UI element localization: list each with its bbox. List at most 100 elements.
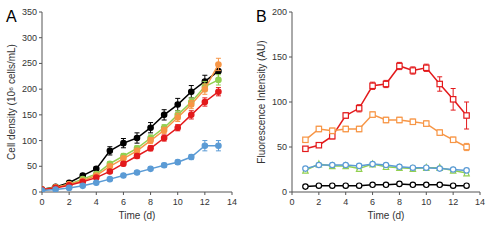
series [42, 58, 221, 192]
data-point [134, 153, 139, 158]
x-tick-label: 2 [67, 197, 72, 207]
error-bar [175, 98, 180, 110]
data-point [148, 146, 153, 151]
y-tick [289, 192, 292, 193]
x-tick-label: 14 [475, 197, 485, 207]
data-point [303, 146, 308, 151]
data-point [437, 166, 442, 171]
error-bar [202, 98, 207, 106]
error-bar [216, 141, 221, 151]
panel-label: B [256, 8, 267, 25]
error-bar [175, 160, 180, 164]
error-bar [189, 86, 194, 98]
series [303, 181, 470, 189]
x-tick [318, 192, 319, 195]
series [303, 161, 470, 173]
data-point [370, 161, 375, 167]
data-point [189, 89, 194, 94]
y-tick-label: 250 [22, 58, 37, 68]
data-point [424, 182, 429, 187]
data-point [343, 113, 348, 118]
data-point [437, 182, 442, 187]
error-bar [424, 64, 429, 71]
error-bar [316, 126, 321, 131]
y-tick [289, 12, 292, 13]
data-point [410, 119, 415, 124]
error-bar [175, 125, 180, 131]
y-tick [39, 37, 42, 38]
error-bar [189, 100, 194, 108]
x-tick [204, 192, 205, 195]
error-bar [135, 133, 140, 143]
data-point [450, 137, 455, 142]
x-tick-label: 4 [343, 197, 348, 207]
x-tick-label: 12 [448, 197, 458, 207]
error-bar [162, 135, 167, 141]
y-tick-label: 200 [272, 7, 287, 17]
y-tick [39, 63, 42, 64]
data-point [356, 106, 361, 111]
data-point [121, 161, 126, 166]
y-tick-label: 0 [32, 187, 37, 197]
data-point [134, 135, 139, 140]
data-point [410, 182, 415, 187]
x-tick [399, 192, 400, 195]
x-axis-title: Time (d) [119, 210, 156, 221]
series [42, 63, 221, 192]
x-tick-label: 10 [421, 197, 431, 207]
data-point [202, 143, 207, 148]
error-bar [316, 143, 321, 147]
error-bar [175, 113, 180, 121]
error-bar [148, 123, 153, 133]
x-tick-label: 2 [316, 197, 321, 207]
series-line [305, 66, 466, 149]
error-bar [451, 137, 456, 142]
data-point [464, 168, 469, 173]
data-point [397, 63, 402, 68]
error-bar [424, 121, 429, 126]
data-point [316, 126, 321, 131]
error-bar [148, 146, 153, 151]
error-bar [437, 77, 442, 91]
error-bar [121, 139, 126, 148]
data-point [397, 181, 402, 186]
x-tick [426, 192, 427, 195]
data-point [94, 180, 99, 185]
x-axis-title: Time (d) [368, 210, 405, 221]
data-point [464, 113, 469, 118]
error-bar [330, 134, 335, 139]
error-bar [370, 82, 375, 89]
x-axis [42, 192, 232, 193]
y-tick [39, 89, 42, 90]
plot-area [303, 62, 470, 189]
x-tick [480, 192, 481, 195]
error-bar [303, 138, 308, 142]
x-tick-label: 12 [200, 197, 210, 207]
error-bar [202, 84, 207, 94]
data-point [202, 86, 207, 91]
error-bar [330, 128, 335, 133]
x-tick-label: 0 [39, 197, 44, 207]
error-bar [397, 62, 402, 69]
series [303, 112, 470, 151]
x-tick [177, 192, 178, 195]
error-bar [397, 117, 402, 122]
y-tick-label: 0 [282, 187, 287, 197]
x-tick [453, 192, 454, 195]
data-point [316, 162, 321, 167]
data-point [424, 65, 429, 70]
data-point [107, 148, 112, 153]
error-bar [357, 126, 362, 131]
x-tick-label: 8 [397, 197, 402, 207]
data-point [148, 138, 153, 143]
error-bar [216, 58, 221, 70]
data-point [343, 126, 348, 131]
error-bar [410, 119, 415, 124]
y-tick-label: 100 [272, 97, 287, 107]
data-point [343, 183, 348, 188]
series [303, 62, 470, 151]
data-point [202, 99, 207, 104]
x-tick [123, 192, 124, 195]
data-point [216, 89, 221, 94]
figure: A02468101214050100150200250300350Time (d… [0, 0, 487, 226]
